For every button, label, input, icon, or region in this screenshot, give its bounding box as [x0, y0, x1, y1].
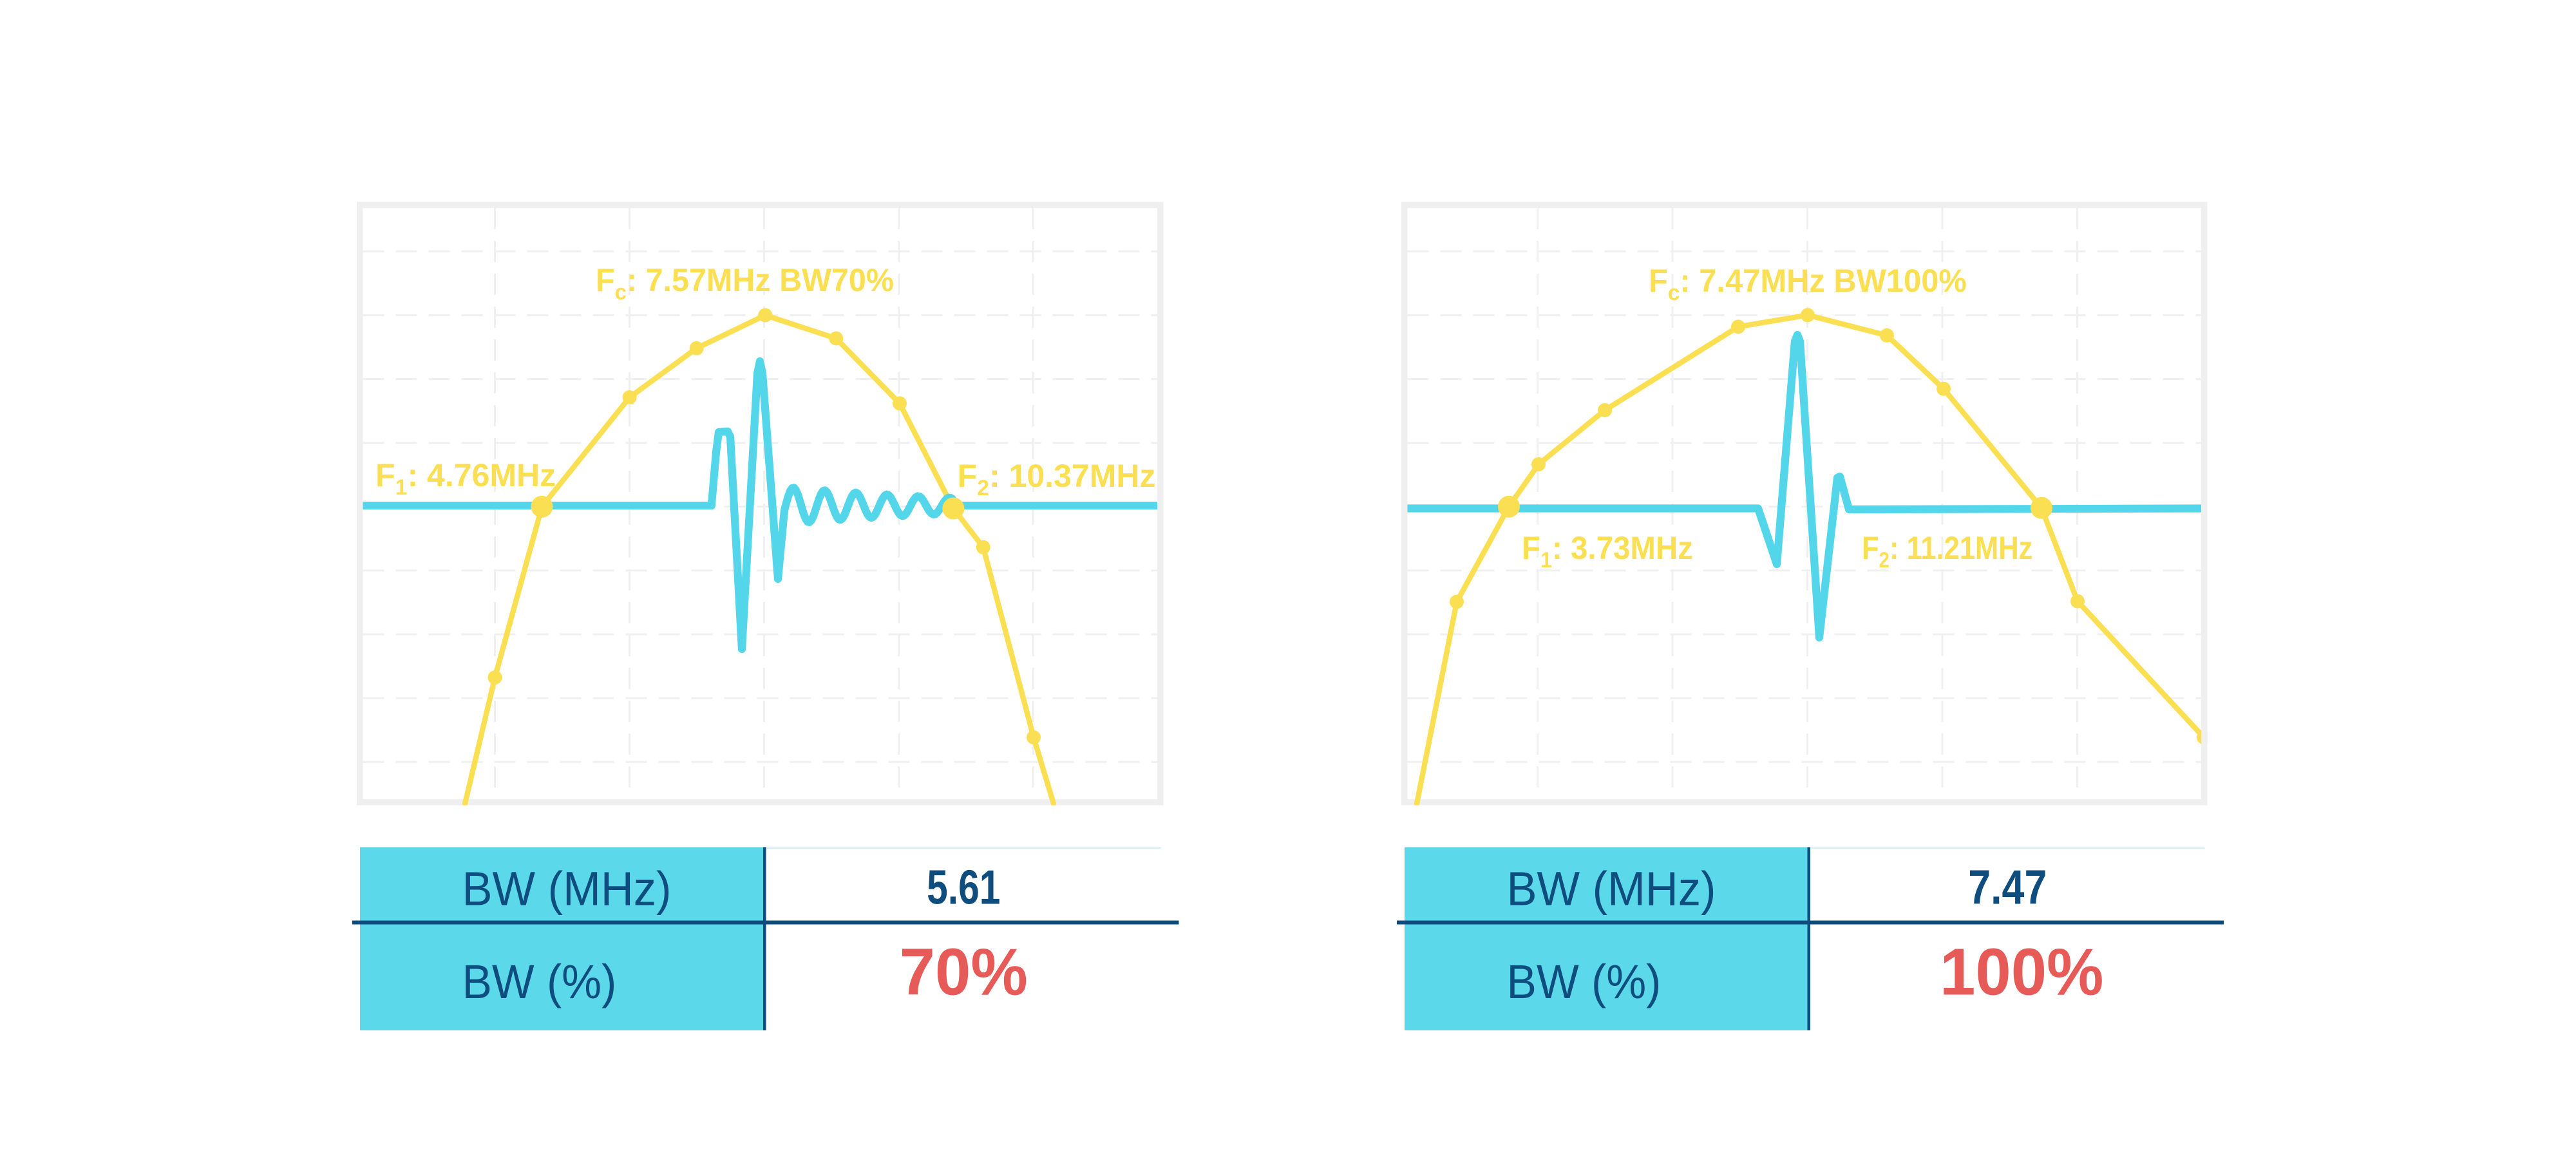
svg-text:100%: 100%	[1940, 935, 2103, 1009]
svg-text:70%: 70%	[900, 935, 1028, 1009]
svg-text:BW (%): BW (%)	[462, 956, 617, 1008]
svg-text:5.61: 5.61	[927, 861, 1000, 915]
svg-text:7.47: 7.47	[1968, 860, 2047, 914]
svg-text:BW (MHz): BW (MHz)	[1507, 863, 1716, 916]
svg-text:F1: 4.76MHz: F1: 4.76MHz	[375, 457, 556, 500]
svg-text:BW (MHz): BW (MHz)	[462, 863, 672, 916]
svg-text:F2: 11.21MHz: F2: 11.21MHz	[1862, 530, 2032, 572]
svg-text:Fc: 7.57MHz BW70%: Fc: 7.57MHz BW70%	[596, 262, 894, 305]
svg-text:Fc: 7.47MHz BW100%: Fc: 7.47MHz BW100%	[1649, 263, 1967, 306]
svg-text:F2: 10.37MHz: F2: 10.37MHz	[958, 458, 1156, 500]
svg-text:F1: 3.73MHz: F1: 3.73MHz	[1522, 531, 1693, 572]
svg-text:BW (%): BW (%)	[1507, 956, 1662, 1008]
